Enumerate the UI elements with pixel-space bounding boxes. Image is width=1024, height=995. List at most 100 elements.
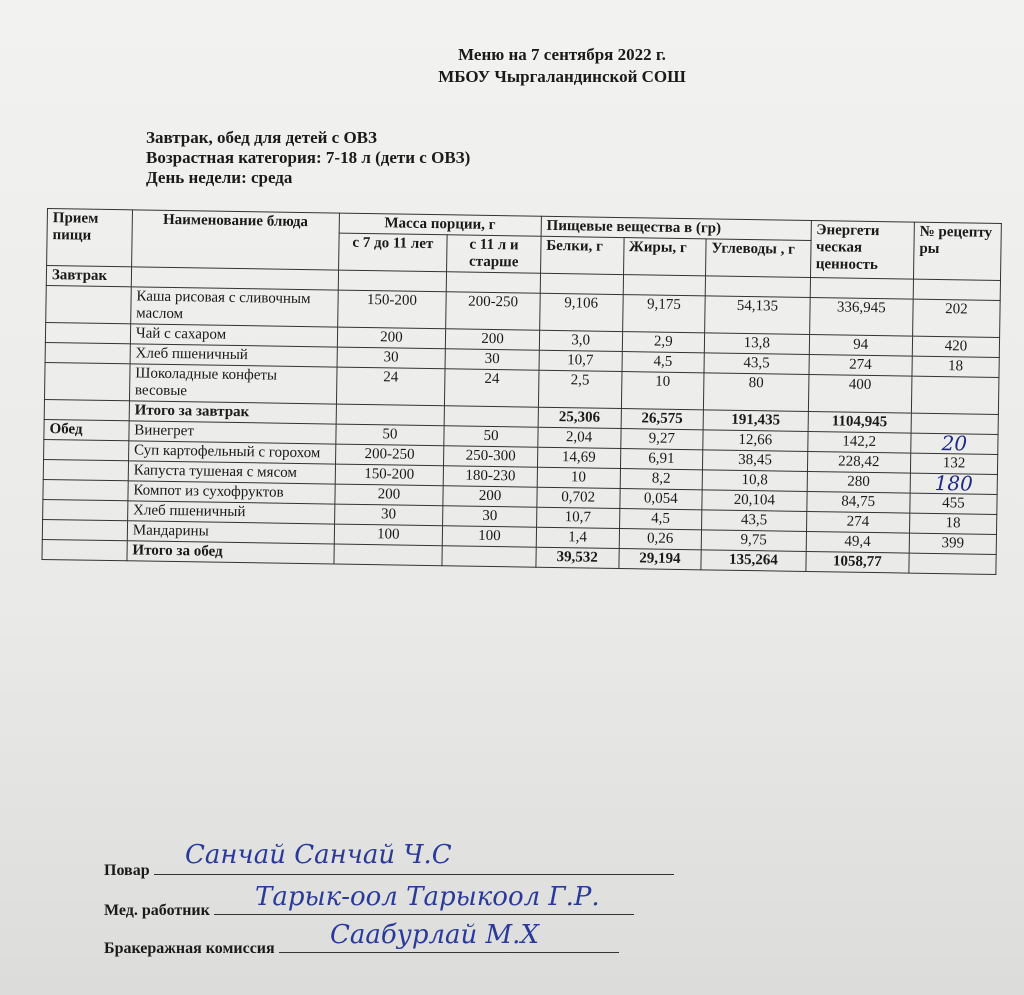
table-cell: 43,5: [701, 509, 807, 532]
table-cell: [913, 279, 1001, 301]
table-cell: 30: [445, 348, 540, 371]
table-cell: 180-230: [443, 465, 538, 488]
table-cell: [44, 399, 130, 421]
total-value: 135,264: [701, 549, 806, 572]
total-value: 1058,77: [805, 551, 910, 574]
table-cell: 54,135: [704, 295, 810, 335]
table-cell: 43,5: [704, 352, 809, 375]
table-cell: 4,5: [619, 508, 703, 530]
table-cell: 9,175: [622, 294, 706, 333]
table-cell: 2,5: [538, 370, 622, 409]
header-mass-b: с 11 л и старше: [446, 234, 541, 274]
menu-table: Прием пищи Наименование блюда Масса порции…: [41, 208, 1002, 575]
table-cell: [335, 404, 445, 426]
total-value: 39,532: [535, 547, 619, 569]
table-cell: 200: [334, 484, 444, 506]
recipe-number: 18: [909, 513, 997, 535]
table-cell: 13,8: [704, 332, 810, 355]
table-cell: 50: [335, 424, 445, 446]
info-block: Завтрак, обед для детей с ОВЗ Возрастная…: [146, 128, 470, 188]
cook-signature-row: Повар: [104, 862, 674, 880]
table-cell: 84,75: [806, 491, 911, 514]
table-cell: 400: [807, 374, 912, 414]
table-cell: 228,42: [807, 451, 911, 474]
total-value: 26,575: [620, 408, 704, 430]
commission-label: Бракеражная комиссия: [104, 940, 275, 957]
table-cell: [337, 270, 447, 292]
cook-signature: Санчай Санчай Ч.С: [185, 840, 452, 870]
table-cell: 274: [806, 511, 910, 534]
table-cell: 336,945: [809, 297, 914, 337]
recipe-number: 20: [910, 431, 999, 455]
table-cell: 4,5: [621, 351, 705, 373]
recipe-number: 420: [912, 336, 1000, 358]
table-cell: 142,2: [807, 431, 911, 454]
table-cell: [45, 285, 132, 324]
table-cell: [45, 342, 131, 364]
recipe-number: 399: [909, 533, 997, 555]
recipe-number: 455: [909, 493, 998, 515]
table-cell: 10,7: [538, 350, 622, 372]
med-label: Мед. работник: [104, 902, 210, 919]
table-cell: 12,66: [702, 429, 808, 452]
table-cell: 0,054: [619, 488, 703, 510]
header-meal: Прием пищи: [46, 208, 133, 267]
table-cell: [333, 544, 443, 566]
title-line: Меню на 7 сентября 2022 г.: [458, 45, 666, 64]
table-cell: 49,4: [805, 531, 910, 554]
table-cell: 200: [336, 327, 446, 349]
table-cell: 0,702: [536, 487, 620, 509]
total-value: 191,435: [703, 409, 808, 432]
table-cell: 30: [334, 504, 444, 526]
commission-signature: Саабурлай М.Х: [330, 920, 539, 950]
table-cell: [43, 459, 129, 481]
meal-label: Завтрак: [46, 265, 132, 287]
table-cell: 1,4: [536, 527, 620, 549]
table-cell: [705, 275, 811, 298]
table-cell: 200: [443, 485, 538, 508]
table-cell: 2,9: [621, 331, 705, 353]
dish-name: Шоколадные конфеты весовые: [129, 363, 337, 405]
table-cell: 10: [537, 467, 620, 489]
table-cell: [43, 439, 129, 461]
med-signature: Тарык-оол Тарыкоол Г.Р.: [255, 882, 600, 912]
table-cell: [442, 545, 537, 568]
meal-label: Обед: [43, 419, 130, 441]
recipe-number: 202: [912, 299, 1001, 338]
header-protein: Белки, г: [540, 236, 624, 275]
table-cell: [44, 362, 130, 401]
header-mass-a: с 7 до 11 лет: [338, 233, 448, 272]
table-cell: 24: [444, 368, 539, 408]
info-line: Завтрак, обед для детей с ОВЗ: [146, 128, 377, 147]
table-cell: 150-200: [334, 464, 444, 486]
table-cell: 200: [445, 328, 540, 351]
table-cell: 94: [808, 334, 913, 357]
table-cell: 200-250: [445, 291, 541, 331]
table-cell: 24: [335, 367, 446, 406]
table-cell: 200-250: [335, 444, 445, 466]
table-cell: [42, 499, 128, 521]
table-cell: [540, 273, 624, 295]
table-cell: 9,106: [539, 293, 623, 332]
info-line: День недели: среда: [146, 168, 293, 187]
table-cell: 0,26: [618, 528, 702, 550]
table-cell: 100: [333, 524, 443, 546]
total-label: Итого за обед: [126, 540, 334, 565]
table-cell: 8,2: [619, 468, 703, 490]
total-value: 29,194: [618, 548, 702, 570]
table-cell: 274: [808, 354, 913, 377]
recipe-number: [911, 376, 999, 415]
table-cell: 100: [442, 525, 537, 548]
table-cell: 30: [336, 347, 446, 369]
table-cell: 10,8: [702, 469, 808, 492]
table-cell: [45, 322, 131, 344]
table-cell: 250-300: [443, 445, 538, 468]
table-cell: [446, 271, 541, 294]
school-name: МБОУ Чыргаландинской СОШ: [438, 67, 686, 86]
table-cell: 150-200: [337, 290, 447, 329]
table-cell: [41, 539, 128, 561]
table-cell: 10,7: [536, 507, 620, 529]
total-value: 1104,945: [807, 411, 912, 434]
table-cell: 3,0: [539, 330, 623, 352]
header-fat: Жиры, г: [623, 237, 707, 276]
